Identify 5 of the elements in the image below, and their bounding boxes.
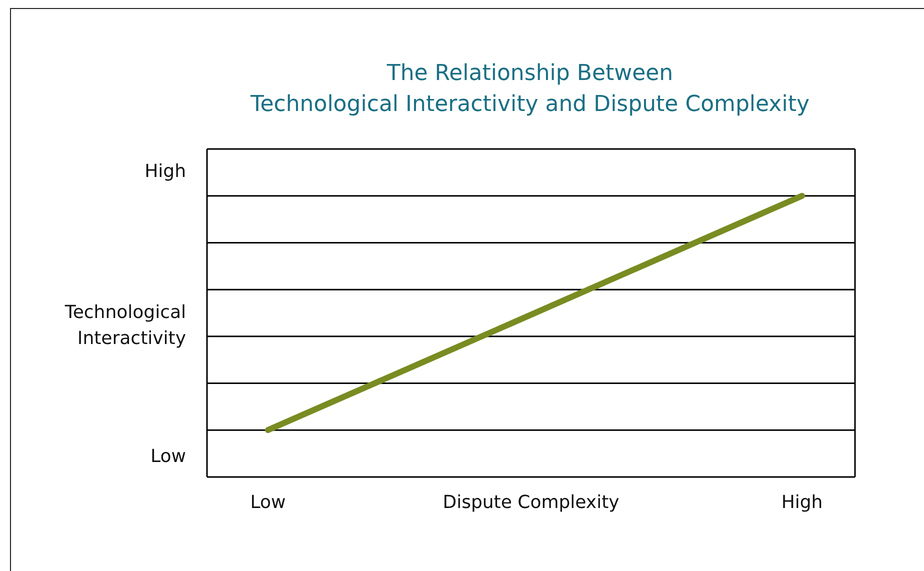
chart-title: The Relationship Between Technological Interactivity and Dispute Complexity [250, 60, 810, 119]
text: High [144, 161, 186, 182]
x-axis-title: Dispute Complexity [442, 492, 620, 513]
y-axis-title: Technological Interactivity [64, 301, 186, 351]
text: Low [150, 446, 186, 467]
